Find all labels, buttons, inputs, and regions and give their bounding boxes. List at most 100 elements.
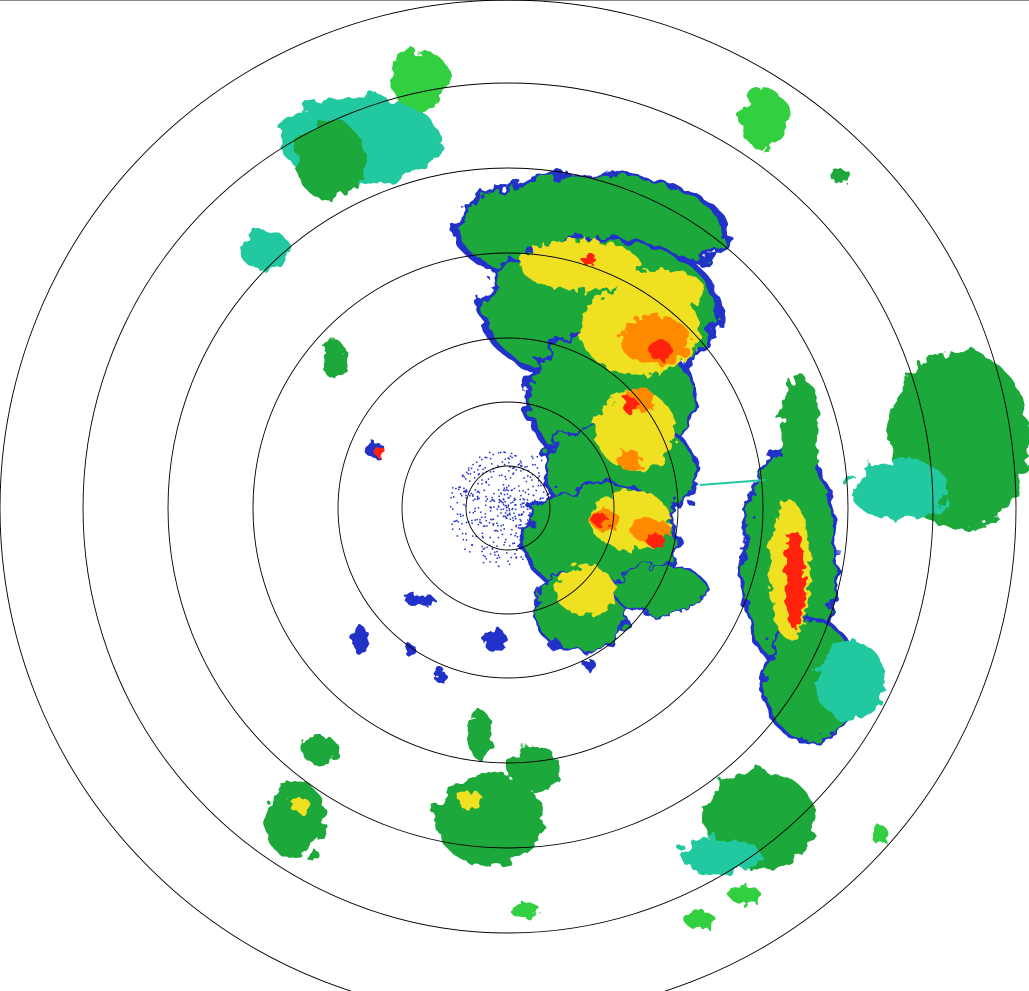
clutter-pixel bbox=[468, 470, 470, 472]
clutter-pixel bbox=[523, 511, 525, 512]
clutter-pixel bbox=[483, 548, 485, 550]
clutter-pixel bbox=[500, 512, 502, 514]
clutter-pixel bbox=[471, 468, 473, 470]
clutter-pixel bbox=[522, 498, 524, 500]
clutter-pixel bbox=[459, 528, 461, 530]
echo-cell bbox=[618, 450, 642, 470]
clutter-pixel bbox=[526, 466, 528, 468]
clutter-pixel bbox=[510, 495, 512, 497]
clutter-pixel bbox=[462, 475, 464, 477]
echo-cell bbox=[290, 797, 310, 813]
clutter-pixel bbox=[463, 491, 465, 493]
clutter-pixel bbox=[518, 515, 520, 517]
clutter-pixel bbox=[492, 548, 494, 550]
echo-cell bbox=[352, 625, 368, 655]
clutter-pixel bbox=[455, 488, 457, 490]
clutter-pixel bbox=[503, 499, 505, 501]
clutter-pixel bbox=[507, 560, 509, 562]
clutter-pixel bbox=[450, 497, 452, 499]
clutter-pixel bbox=[461, 495, 463, 497]
clutter-pixel bbox=[469, 480, 471, 482]
clutter-pixel bbox=[498, 452, 500, 454]
clutter-pixel bbox=[477, 496, 479, 498]
clutter-pixel bbox=[505, 512, 507, 514]
clutter-pixel bbox=[505, 479, 507, 481]
clutter-pixel bbox=[483, 555, 485, 557]
clutter-pixel bbox=[479, 465, 481, 467]
clutter-pixel bbox=[511, 457, 512, 459]
clutter-pixel bbox=[457, 535, 459, 537]
clutter-pixel bbox=[481, 479, 483, 481]
echo-cell bbox=[785, 530, 805, 630]
clutter-pixel bbox=[503, 504, 505, 506]
clutter-pixel bbox=[499, 557, 501, 559]
clutter-pixel bbox=[509, 466, 511, 468]
clutter-pixel bbox=[481, 517, 483, 519]
clutter-pixel bbox=[538, 472, 540, 474]
clutter-pixel bbox=[509, 564, 511, 566]
clutter-pixel bbox=[496, 545, 498, 547]
clutter-pixel bbox=[503, 484, 505, 486]
clutter-pixel bbox=[472, 544, 474, 546]
clutter-pixel bbox=[506, 489, 508, 491]
clutter-pixel bbox=[499, 502, 501, 504]
clutter-pixel bbox=[527, 499, 529, 501]
clutter-pixel bbox=[512, 517, 514, 519]
clutter-pixel bbox=[514, 455, 516, 457]
echo-cell bbox=[730, 885, 760, 905]
echo-cell bbox=[468, 710, 492, 760]
clutter-pixel bbox=[477, 469, 479, 471]
clutter-pixel bbox=[521, 462, 523, 464]
clutter-pixel bbox=[476, 519, 478, 521]
clutter-pixel bbox=[526, 481, 528, 483]
clutter-pixel bbox=[463, 504, 465, 506]
clutter-pixel bbox=[510, 519, 512, 521]
clutter-pixel bbox=[516, 550, 518, 552]
clutter-pixel bbox=[514, 504, 516, 506]
clutter-pixel bbox=[469, 551, 471, 553]
clutter-pixel bbox=[504, 501, 506, 503]
clutter-pixel bbox=[480, 511, 482, 513]
clutter-pixel bbox=[490, 553, 492, 555]
clutter-pixel bbox=[484, 556, 486, 558]
clutter-pixel bbox=[473, 500, 475, 502]
clutter-pixel bbox=[520, 470, 522, 472]
clutter-pixel bbox=[479, 457, 481, 459]
clutter-pixel bbox=[507, 457, 509, 459]
clutter-pixel bbox=[478, 524, 480, 526]
clutter-pixel bbox=[512, 467, 514, 469]
clutter-pixel bbox=[510, 534, 512, 536]
clutter-pixel bbox=[457, 513, 459, 515]
echo-cell bbox=[302, 735, 338, 765]
clutter-pixel bbox=[510, 477, 512, 479]
clutter-pixel bbox=[539, 475, 541, 477]
clutter-pixel bbox=[493, 493, 495, 495]
clutter-pixel bbox=[490, 510, 492, 512]
clutter-pixel bbox=[474, 498, 476, 500]
echo-cell bbox=[622, 397, 638, 413]
clutter-pixel bbox=[528, 489, 530, 491]
clutter-pixel bbox=[520, 504, 522, 506]
clutter-pixel bbox=[451, 523, 453, 525]
clutter-pixel bbox=[543, 491, 545, 493]
clutter-pixel bbox=[540, 485, 542, 487]
echo-cell bbox=[374, 447, 386, 457]
clutter-pixel bbox=[475, 489, 477, 491]
clutter-pixel bbox=[462, 533, 464, 535]
clutter-pixel bbox=[513, 520, 515, 522]
echo-cell bbox=[592, 514, 608, 526]
clutter-pixel bbox=[465, 478, 467, 480]
clutter-pixel bbox=[532, 505, 534, 507]
clutter-pixel bbox=[465, 495, 467, 497]
clutter-pixel bbox=[531, 479, 533, 481]
clutter-pixel bbox=[468, 467, 470, 469]
clutter-pixel bbox=[460, 516, 462, 518]
clutter-pixel bbox=[453, 521, 455, 523]
clutter-pixel bbox=[520, 495, 522, 497]
clutter-pixel bbox=[500, 530, 502, 532]
clutter-pixel bbox=[507, 514, 509, 516]
clutter-pixel bbox=[489, 522, 491, 524]
clutter-pixel bbox=[498, 505, 500, 507]
clutter-pixel bbox=[486, 520, 488, 522]
